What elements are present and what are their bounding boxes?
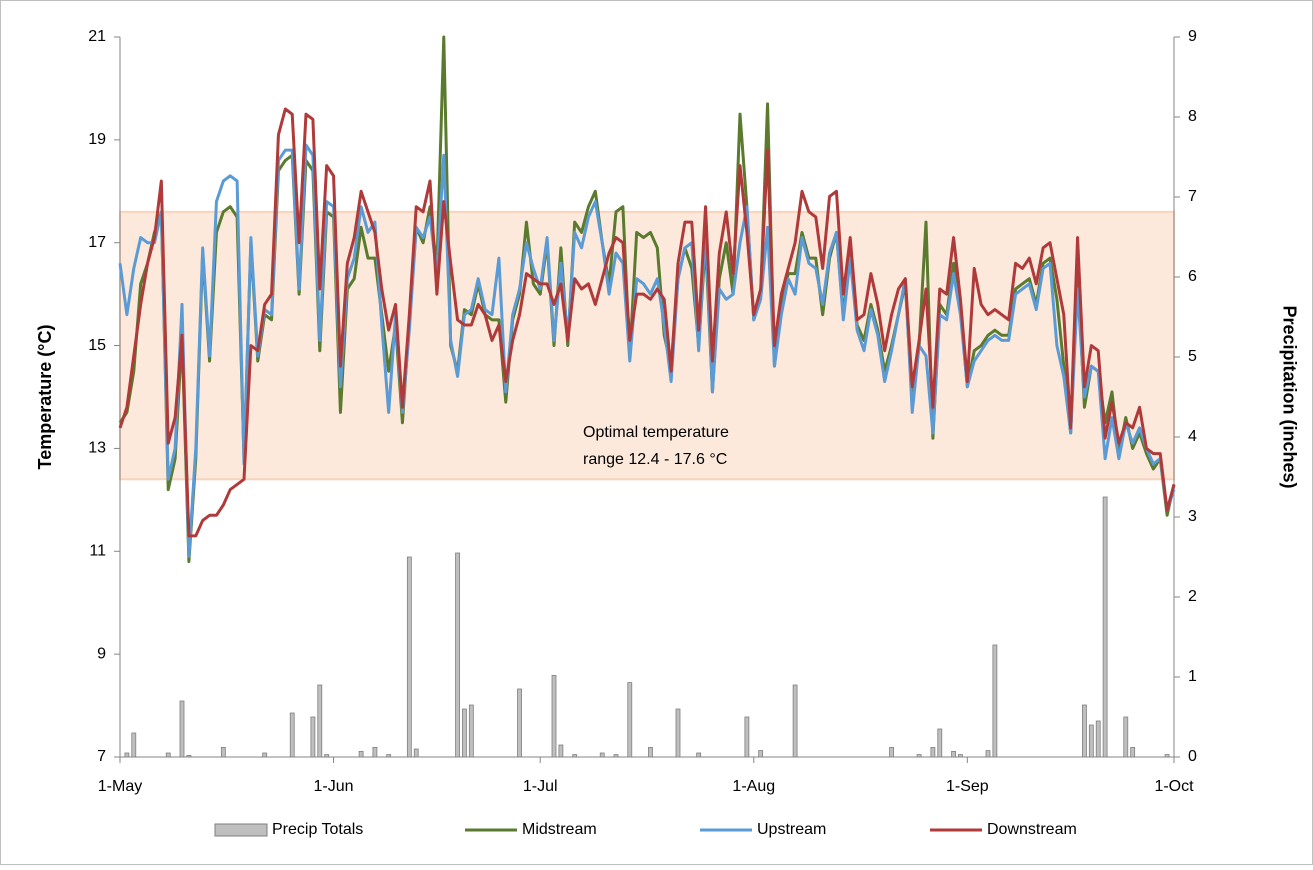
legend-label: Precip Totals xyxy=(272,821,363,838)
y2-axis-title: Precipitation (inches) xyxy=(1279,305,1299,488)
legend-label: Upstream xyxy=(757,821,826,838)
precip-bar xyxy=(186,755,192,758)
precip-bar xyxy=(992,644,998,758)
precip-bar xyxy=(1082,704,1087,758)
precip-bar xyxy=(889,747,894,758)
precip-bar xyxy=(951,751,956,758)
precip-bar xyxy=(262,752,268,758)
precip-bar xyxy=(289,712,295,758)
y-tick-label: 9 xyxy=(97,645,106,662)
x-tick-label: 1-Jul xyxy=(523,778,558,795)
y-tick-label: 15 xyxy=(88,337,106,354)
precip-bar xyxy=(372,747,378,758)
precip-bar xyxy=(758,750,764,758)
y2-tick-label: 8 xyxy=(1188,108,1197,125)
precip-bar xyxy=(324,754,330,758)
x-tick-label: 1-May xyxy=(98,778,142,795)
precip-bar xyxy=(220,747,226,758)
precip-bar xyxy=(455,552,460,758)
y-tick-label: 11 xyxy=(89,543,106,560)
y-tick-label: 19 xyxy=(88,131,106,148)
y-tick-label: 21 xyxy=(88,28,106,45)
legend-swatch xyxy=(214,823,268,837)
precip-bar xyxy=(1102,496,1108,758)
precip-bar xyxy=(468,704,474,758)
precip-bar xyxy=(310,716,316,758)
precip-bar xyxy=(572,754,578,758)
precip-bar xyxy=(413,748,419,758)
y-tick-label: 7 xyxy=(97,748,106,765)
y2-tick-label: 4 xyxy=(1188,428,1197,445)
annotation: range 12.4 - 17.6 °C xyxy=(583,451,727,468)
precip-bar xyxy=(1095,720,1101,758)
precip-bar xyxy=(386,754,392,758)
precip-bar xyxy=(317,684,323,758)
precip-bar xyxy=(179,700,185,758)
precip-bar xyxy=(358,751,364,758)
precip-bar xyxy=(937,728,943,758)
precip-bar xyxy=(599,752,605,758)
x-tick-label: 1-Oct xyxy=(1154,778,1194,795)
precip-bar xyxy=(675,708,681,758)
x-tick-label: 1-Aug xyxy=(732,778,775,795)
y2-tick-label: 7 xyxy=(1188,188,1197,205)
precip-bar xyxy=(930,747,936,758)
precip-bar xyxy=(696,752,702,758)
annotation: Optimal temperature xyxy=(583,424,729,441)
precip-bar xyxy=(627,682,633,758)
series-line xyxy=(118,143,1176,558)
precip-bar xyxy=(558,744,564,758)
y2-tick-label: 5 xyxy=(1188,348,1197,365)
precip-bar xyxy=(124,752,130,758)
y-tick-label: 13 xyxy=(88,440,106,457)
precip-bar xyxy=(406,556,412,758)
legend-label: Downstream xyxy=(987,821,1077,838)
y2-tick-label: 0 xyxy=(1188,748,1197,765)
precip-bar xyxy=(916,754,922,758)
legend-label: Midstream xyxy=(522,821,597,838)
precip-bar xyxy=(551,675,557,758)
series-line xyxy=(118,107,1176,538)
optimal-band xyxy=(119,210,1175,481)
y2-tick-label: 6 xyxy=(1188,268,1197,285)
y2-tick-label: 1 xyxy=(1188,668,1197,685)
y2-tick-label: 9 xyxy=(1188,28,1197,45)
precip-bar xyxy=(1130,747,1136,758)
precip-bar xyxy=(1123,716,1129,758)
precip-bar xyxy=(1164,754,1170,758)
precip-bar xyxy=(517,688,522,758)
precip-bar xyxy=(744,716,750,758)
y-axis-title: Temperature (°C) xyxy=(35,325,55,470)
y2-tick-label: 2 xyxy=(1188,588,1197,605)
x-tick-label: 1-Jun xyxy=(314,778,354,795)
precip-bar xyxy=(462,708,467,758)
y-tick-label: 17 xyxy=(88,234,106,251)
precip-bar xyxy=(792,684,798,758)
precip-bar xyxy=(648,747,653,758)
x-tick-label: 1-Sep xyxy=(946,778,989,795)
precip-bar xyxy=(165,752,171,758)
precip-bar xyxy=(1088,724,1094,758)
precip-bar xyxy=(985,750,991,758)
precip-bar xyxy=(958,754,963,758)
precip-bar xyxy=(613,754,619,758)
y2-tick-label: 3 xyxy=(1188,508,1197,525)
precip-bar xyxy=(131,732,137,758)
